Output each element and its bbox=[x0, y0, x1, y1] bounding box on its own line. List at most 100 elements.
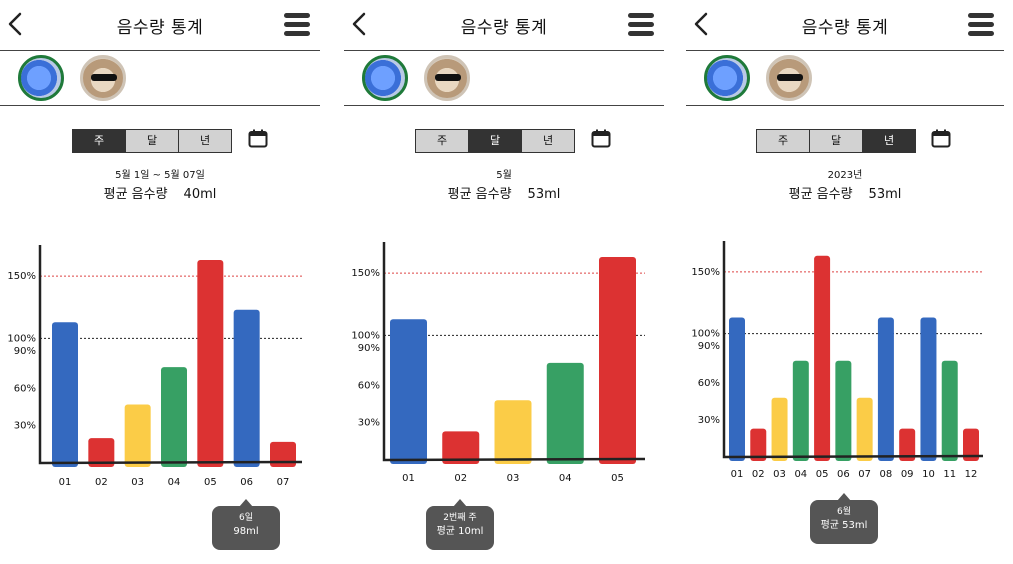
average-label: 평균 음수량 bbox=[447, 187, 512, 202]
x-tick-label: 09 bbox=[901, 469, 914, 480]
intake-bar-chart: 150% 100% 90% 60% 30% 01 02 03 04 05 06 07 bbox=[7, 245, 303, 488]
chevron-left-icon[interactable] bbox=[4, 9, 26, 39]
bar-01[interactable] bbox=[390, 319, 427, 464]
bar-02[interactable] bbox=[750, 428, 767, 461]
panel-month: 음수량 통계 주 달 년 5월 평균 음수량 53ml 150% 100% 90% 60… bbox=[344, 0, 664, 564]
bar-06[interactable] bbox=[835, 360, 852, 461]
pet-avatar-1[interactable] bbox=[18, 55, 64, 101]
pet-avatar-2[interactable] bbox=[766, 55, 812, 101]
x-tick-label: 06 bbox=[837, 469, 850, 480]
chevron-left-icon[interactable] bbox=[348, 9, 370, 39]
y-tick-label: 60% bbox=[358, 380, 380, 391]
app-header: 음수량 통계 bbox=[344, 0, 664, 51]
period-segmented-control: 주 달 년 bbox=[72, 129, 232, 153]
x-tick-label: 01 bbox=[59, 477, 72, 488]
bar-03[interactable] bbox=[771, 397, 788, 461]
tab-year[interactable]: 년 bbox=[863, 130, 915, 152]
chevron-left-icon[interactable] bbox=[690, 9, 712, 39]
average-intake: 평균 음수량 40ml bbox=[0, 183, 320, 202]
tooltip-line2: 98ml bbox=[233, 526, 259, 537]
tab-week[interactable]: 주 bbox=[757, 130, 810, 152]
bar-08[interactable] bbox=[877, 317, 894, 461]
pet-avatar-2[interactable] bbox=[424, 55, 470, 101]
calendar-icon[interactable] bbox=[248, 129, 268, 148]
x-tick-label: 10 bbox=[922, 469, 935, 480]
bar-11[interactable] bbox=[941, 360, 958, 461]
bar-07[interactable] bbox=[856, 397, 873, 461]
pet-avatar-bar bbox=[686, 51, 1004, 106]
page-title: 음수량 통계 bbox=[460, 18, 548, 38]
bar-10[interactable] bbox=[920, 317, 937, 461]
tab-week[interactable]: 주 bbox=[73, 130, 126, 152]
bar-12[interactable] bbox=[963, 428, 979, 461]
panel-year: 음수량 통계 주 달 년 2023년 평균 음수량 53ml 150% 100% 90… bbox=[686, 0, 1004, 564]
y-tick-label: 150% bbox=[7, 271, 36, 282]
tab-month[interactable]: 달 bbox=[469, 130, 522, 152]
bar-06[interactable] bbox=[233, 309, 260, 467]
bar-04[interactable] bbox=[546, 362, 584, 464]
x-tick-label: 05 bbox=[204, 477, 217, 488]
average-intake: 평균 음수량 53ml bbox=[344, 183, 664, 202]
y-tick-label: 100% bbox=[351, 330, 380, 341]
bar-tooltip: 6일 98ml bbox=[212, 499, 280, 550]
bar-04[interactable] bbox=[161, 367, 187, 467]
hamburger-menu-icon[interactable] bbox=[968, 13, 994, 37]
x-tick-label: 04 bbox=[559, 473, 572, 484]
y-tick-label: 150% bbox=[691, 267, 720, 278]
bar-07[interactable] bbox=[270, 441, 296, 467]
tab-month[interactable]: 달 bbox=[810, 130, 863, 152]
panel-week: 음수량 통계 주 달 년 5월 1일 ~ 5월 07일 평균 음수량 40ml 1… bbox=[0, 0, 320, 564]
tooltip-line2: 평균 53ml bbox=[820, 520, 868, 531]
y-tick-label: 150% bbox=[351, 268, 380, 279]
tooltip-line1: 2번째 주 bbox=[443, 513, 477, 523]
hamburger-menu-icon[interactable] bbox=[284, 13, 310, 37]
x-tick-label: 01 bbox=[731, 469, 744, 480]
bar-03[interactable] bbox=[124, 404, 151, 467]
bar-05[interactable] bbox=[814, 255, 831, 461]
pet-avatar-1[interactable] bbox=[704, 55, 750, 101]
calendar-icon[interactable] bbox=[591, 129, 611, 148]
y-tick-label: 100% bbox=[7, 333, 36, 344]
hamburger-menu-icon[interactable] bbox=[628, 13, 654, 37]
app-header: 음수량 통계 bbox=[686, 0, 1004, 51]
pet-avatar-2[interactable] bbox=[80, 55, 126, 101]
x-tick-label: 01 bbox=[402, 473, 415, 484]
bar-04[interactable] bbox=[792, 360, 809, 461]
tab-year[interactable]: 년 bbox=[179, 130, 231, 152]
bar-05[interactable] bbox=[197, 259, 224, 467]
x-tick-label: 02 bbox=[95, 477, 108, 488]
date-range-text: 5월 1일 ~ 5월 07일 bbox=[115, 170, 205, 181]
app-header: 음수량 통계 bbox=[0, 0, 320, 51]
bar-tooltip: 2번째 주 평균 10ml bbox=[426, 499, 494, 550]
bar-03[interactable] bbox=[494, 400, 532, 464]
date-range-text: 2023년 bbox=[827, 170, 863, 181]
tab-week[interactable]: 주 bbox=[416, 130, 469, 152]
pet-avatar-bar bbox=[344, 51, 664, 106]
bar-02[interactable] bbox=[88, 438, 115, 467]
tab-year[interactable]: 년 bbox=[522, 130, 574, 152]
x-tick-label: 07 bbox=[858, 469, 871, 480]
y-tick-label: 90% bbox=[14, 346, 36, 357]
tab-month[interactable]: 달 bbox=[126, 130, 179, 152]
x-tick-label: 02 bbox=[454, 473, 467, 484]
bar-01[interactable] bbox=[729, 317, 745, 461]
average-intake: 평균 음수량 53ml bbox=[686, 183, 1004, 202]
intake-bar-chart: 150% 100% 90% 60% 30% 01 02 03 04 05 bbox=[351, 242, 646, 484]
bar-02[interactable] bbox=[442, 431, 480, 464]
chart-axes bbox=[382, 242, 646, 462]
bar-tooltip: 6월 평균 53ml bbox=[810, 493, 878, 544]
x-tick-label: 04 bbox=[168, 477, 181, 488]
y-tick-label: 30% bbox=[14, 421, 36, 432]
calendar-icon[interactable] bbox=[931, 129, 951, 148]
pet-avatar-1[interactable] bbox=[362, 55, 408, 101]
bar-09[interactable] bbox=[899, 428, 916, 461]
y-tick-label: 60% bbox=[698, 378, 720, 389]
average-label: 평균 음수량 bbox=[788, 187, 853, 202]
x-tick-label: 04 bbox=[794, 469, 807, 480]
tooltip-line2: 평균 10ml bbox=[436, 526, 484, 537]
bar-05[interactable] bbox=[599, 256, 636, 464]
bar-01[interactable] bbox=[52, 322, 78, 467]
page-title: 음수량 통계 bbox=[801, 18, 889, 38]
date-range-text: 5월 bbox=[496, 170, 512, 181]
x-tick-label: 12 bbox=[965, 469, 978, 480]
